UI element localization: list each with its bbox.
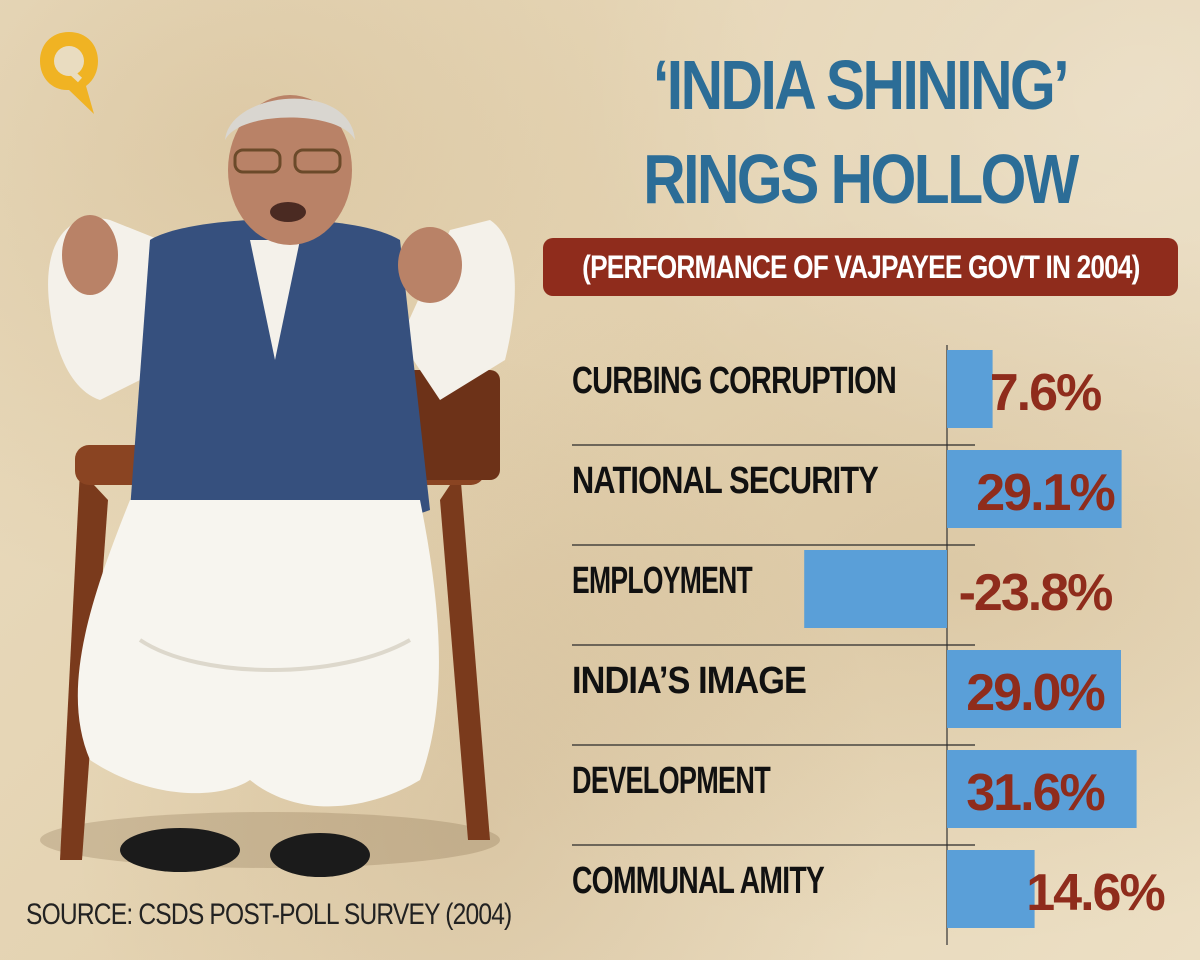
bar bbox=[947, 450, 1122, 528]
politician-portrait-illustration bbox=[40, 95, 515, 877]
category-label: COMMUNAL AMITY bbox=[572, 860, 824, 902]
subtitle-banner: (PERFORMANCE OF VAJPAYEE GOVT IN 2004) bbox=[543, 238, 1178, 296]
bar bbox=[947, 650, 1121, 728]
quint-logo-icon bbox=[40, 32, 98, 114]
bar bbox=[947, 750, 1137, 828]
subtitle-text: (PERFORMANCE OF VAJPAYEE GOVT IN 2004) bbox=[581, 248, 1140, 285]
value-label: 7.6% bbox=[990, 364, 1101, 422]
value-label: 31.6% bbox=[966, 764, 1104, 822]
category-label: EMPLOYMENT bbox=[572, 560, 753, 602]
category-label: INDIA’S IMAGE bbox=[572, 660, 806, 702]
bar bbox=[947, 350, 993, 428]
headline-line-2: RINGS HOLLOW bbox=[643, 140, 1079, 218]
value-label: 29.1% bbox=[976, 464, 1114, 522]
value-label: 14.6% bbox=[1026, 864, 1164, 922]
category-label: NATIONAL SECURITY bbox=[572, 460, 879, 502]
bar bbox=[804, 550, 947, 628]
value-label: 29.0% bbox=[966, 664, 1104, 722]
category-label: CURBING CORRUPTION bbox=[572, 360, 896, 402]
category-label: DEVELOPMENT bbox=[572, 760, 771, 802]
bar bbox=[947, 850, 1035, 928]
value-label: -23.8% bbox=[959, 564, 1113, 622]
headline-line-1: ‘INDIA SHINING’ bbox=[652, 46, 1070, 124]
source-note: SOURCE: CSDS POST-POLL SURVEY (2004) bbox=[26, 898, 512, 931]
